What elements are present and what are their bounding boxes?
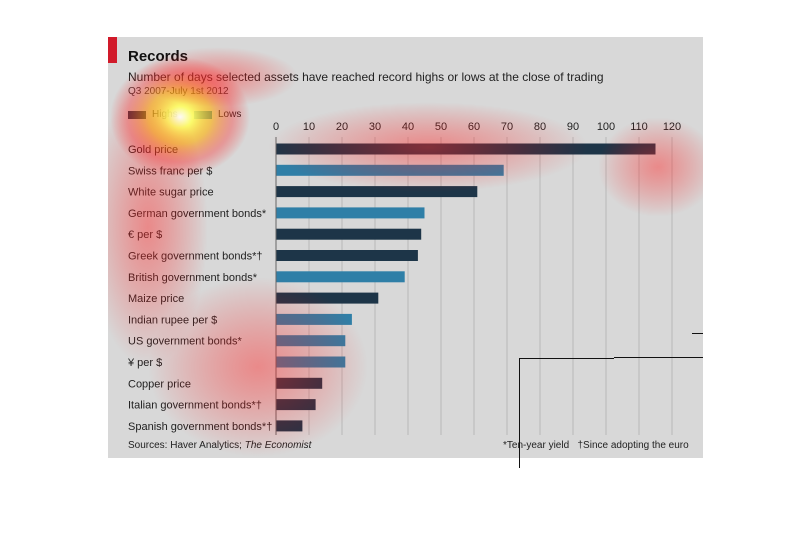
bar-highs <box>276 399 316 411</box>
source-prefix: Sources: Haver Analytics; <box>128 440 245 451</box>
category-label: Swiss franc per $ <box>128 165 212 177</box>
source-note: Sources: Haver Analytics; The Economist <box>128 440 311 451</box>
x-tick-label: 0 <box>273 121 279 133</box>
bar-highs <box>276 228 422 240</box>
bar-highs <box>276 292 379 304</box>
x-tick-label: 80 <box>534 121 546 133</box>
x-tick-label: 110 <box>630 121 648 133</box>
bar-highs <box>276 377 323 389</box>
category-labels: Gold price Swiss franc per $ White sugar p… <box>127 144 272 433</box>
overlay-line <box>519 358 520 468</box>
accent-tab <box>108 37 117 63</box>
category-label: Copper price <box>128 378 191 390</box>
chart-card: Records Number of days selected assets h… <box>108 37 703 458</box>
x-tick-label: 90 <box>567 121 579 133</box>
bar-lows <box>276 335 346 347</box>
bar-highs <box>276 186 478 198</box>
category-label: Maize price <box>128 293 184 305</box>
x-tick-label: 10 <box>303 121 315 133</box>
x-tick-label: 50 <box>435 121 447 133</box>
category-label: Greek government bonds*† <box>128 251 263 263</box>
source-publication: The Economist <box>244 440 312 451</box>
bar-lows <box>276 271 405 283</box>
overlay-line <box>614 357 703 358</box>
category-label: € per $ <box>128 229 162 241</box>
category-label: Spanish government bonds*† <box>128 421 272 433</box>
footnotes: *Ten-year yield †Since adopting the euro <box>503 440 689 451</box>
category-label: ¥ per $ <box>127 357 162 369</box>
footnote-yield: *Ten-year yield <box>503 440 570 451</box>
category-label: British government bonds* <box>128 272 258 284</box>
x-tick-label: 40 <box>402 121 414 133</box>
bar-highs <box>276 250 418 261</box>
category-label: Italian government bonds*† <box>128 400 262 412</box>
overlay-line <box>692 333 703 334</box>
category-label: White sugar price <box>128 187 214 199</box>
overlay-line <box>519 358 614 359</box>
bar-lows <box>276 207 425 219</box>
x-tick-label: 120 <box>663 121 681 133</box>
bar-lows <box>276 313 352 325</box>
bars <box>276 143 656 432</box>
category-label: US government bonds* <box>128 336 242 348</box>
bar-lows <box>276 164 504 176</box>
x-tick-labels: 0 10 20 30 40 50 60 70 80 90 100 110 120 <box>273 121 681 133</box>
x-tick-label: 60 <box>468 121 480 133</box>
x-tick-label: 20 <box>336 121 348 133</box>
category-label: Indian rupee per $ <box>128 314 217 326</box>
bar-highs <box>276 420 303 432</box>
footnote-euro: †Since adopting the euro <box>577 440 689 451</box>
category-label: Gold price <box>128 144 178 156</box>
category-label: German government bonds* <box>128 208 267 220</box>
x-tick-label: 70 <box>501 121 513 133</box>
bar-lows <box>276 356 346 368</box>
bar-chart: 0 10 20 30 40 50 60 70 80 90 100 110 120 Gold price S… <box>127 121 681 435</box>
x-tick-label: 100 <box>597 121 615 133</box>
bar-highs <box>276 143 656 155</box>
grid-lines <box>275 137 673 435</box>
x-tick-label: 30 <box>369 121 381 133</box>
